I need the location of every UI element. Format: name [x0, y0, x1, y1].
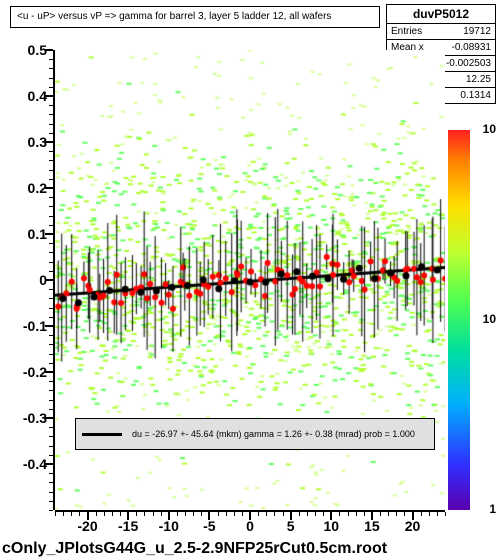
x-tick-label: -20 — [77, 518, 97, 534]
fit-legend-text: du = -26.97 +- 45.64 (mkm) gamma = 1.26 … — [132, 429, 415, 439]
colorbar-canvas — [448, 130, 470, 510]
x-tick-label: 0 — [246, 518, 254, 534]
stats-value: 12.25 — [466, 74, 491, 85]
colorbar — [448, 130, 470, 510]
stats-row: Entries 19712 — [387, 24, 495, 40]
x-axis: -20 -15 -10 -5 0 5 10 15 20 — [55, 510, 445, 532]
stats-name: duvP5012 — [387, 5, 495, 24]
x-tick-label: -15 — [118, 518, 138, 534]
y-tick-label: -0.4 — [23, 456, 47, 472]
plot-title-box: <u - uP> versus vP => gamma for barrel 3… — [10, 6, 380, 28]
stats-value: -0.08931 — [452, 42, 491, 53]
colorbar-label: 10 — [483, 122, 496, 136]
y-tick-label: -0.1 — [23, 318, 47, 334]
stats-label: Entries — [391, 26, 422, 37]
colorbar-label: 1 — [489, 502, 496, 516]
y-tick-label: -0.2 — [23, 364, 47, 380]
fit-line-sample — [82, 433, 122, 436]
y-axis: -0.4-0.3-0.2-0.100.10.20.30.40.5 — [0, 50, 55, 510]
plot-area: du = -26.97 +- 45.64 (mkm) gamma = 1.26 … — [55, 50, 445, 510]
stats-value: 0.1314 — [460, 90, 491, 101]
plot-title: <u - uP> versus vP => gamma for barrel 3… — [17, 11, 331, 22]
stats-value: 19712 — [463, 26, 491, 37]
x-tick-label: 10 — [323, 518, 339, 534]
x-tick-label: -5 — [203, 518, 215, 534]
colorbar-label: 10 — [483, 312, 496, 326]
stats-value: -0.002503 — [446, 58, 491, 69]
x-tick-label: -10 — [159, 518, 179, 534]
x-tick-label: 15 — [364, 518, 380, 534]
file-label: cOnly_JPlotsG44G_u_2.5-2.9NFP25rCut0.5cm… — [0, 540, 500, 558]
x-tick-label: 20 — [405, 518, 421, 534]
x-tick-label: 5 — [287, 518, 295, 534]
y-tick-label: -0.3 — [23, 410, 47, 426]
fit-legend-box: du = -26.97 +- 45.64 (mkm) gamma = 1.26 … — [75, 418, 435, 450]
